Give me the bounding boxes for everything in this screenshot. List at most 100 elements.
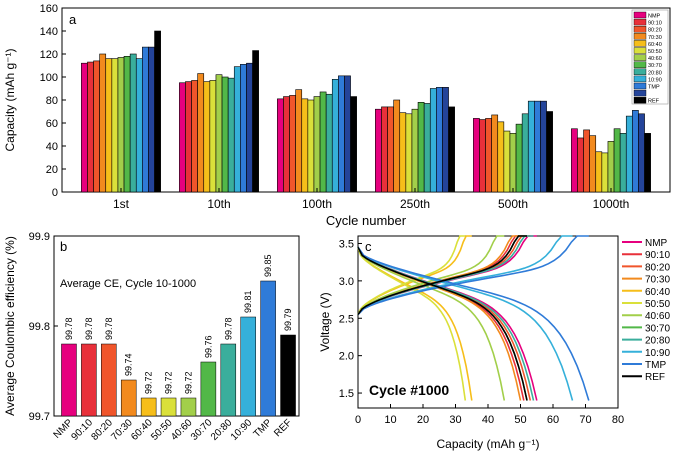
panel-b-xtick-label: 90:10 (70, 417, 96, 443)
panel-a-ytick-label: 0 (52, 187, 58, 199)
panel-b-bar (260, 280, 276, 417)
panel-b-bar (180, 397, 197, 417)
panel-b-xtick-label: 80:20 (89, 417, 115, 443)
panel-c-legend-label: 20:80 (645, 336, 670, 347)
panel-c-ytick-label: 2.0 (339, 351, 354, 363)
panel-a-legend-label: 90:10 (648, 21, 662, 27)
panel-c-legend-label: 40:60 (645, 311, 670, 322)
panel-c-xtick-label: 60 (547, 414, 559, 426)
panel-a-bar (601, 152, 609, 193)
panel-a-legend-swatch (633, 11, 647, 19)
panel-c-xtick-label: 30 (449, 414, 461, 426)
panel-b-data-label: 99.72 (183, 371, 193, 394)
panel-a-legend: NMP90:1080:2070:3060:4050:5040:6030:7020… (631, 9, 669, 105)
panel-a-legend-swatch (633, 89, 647, 97)
panel-a-legend-swatch (633, 68, 647, 76)
panel-b-bar (240, 316, 256, 417)
panel-a-bar (515, 123, 523, 193)
panel-a-legend-label: 60:40 (648, 42, 662, 48)
panel-a-xtick-label: 10th (207, 197, 230, 211)
panel-a-bar (497, 121, 505, 193)
panel-a-bar (546, 111, 553, 193)
panel-a-bar (375, 108, 382, 193)
panel-b-bar (120, 379, 137, 417)
panel-c-legend-label: 50:50 (645, 299, 670, 310)
panel-a-bar (301, 98, 309, 193)
panel-a-legend-swatch (633, 33, 647, 40)
panel-a-xtick-label: 1000th (593, 197, 630, 211)
panel-b-xtick-label: 20:80 (209, 417, 235, 443)
panel-a-bar (105, 58, 113, 193)
panel-b-ylabel: Average Coulombic efficiency (%) (3, 236, 17, 416)
panel-a-bar (129, 53, 137, 193)
panel-a-legend-swatch (633, 47, 647, 54)
panel-b-data-label: 99.78 (223, 317, 233, 340)
panel-a-bar (227, 77, 235, 193)
panel-a-ytick-label: 60 (46, 118, 58, 130)
panel-b-data-label: 99.76 (203, 335, 213, 358)
panel-a-bar (607, 141, 615, 193)
panel-a-ytick-label: 80 (46, 95, 58, 107)
panel-b-bar (220, 343, 237, 417)
panel-c-xtick-label: 10 (384, 414, 396, 426)
panel-b-ytick-label: 99.7 (29, 411, 50, 423)
panel-b-data-label: 99.78 (104, 317, 114, 340)
panel-a-bar (521, 113, 529, 193)
panel-a-bar (393, 99, 401, 193)
panel-a-legend-swatch (633, 82, 647, 90)
panel-a-bar (442, 87, 449, 193)
panel-a-bar (534, 100, 541, 193)
panel-b-xtick-label: 40:60 (169, 417, 195, 443)
panel-a-bar (81, 62, 88, 193)
panel-a-bar (93, 60, 100, 193)
panel-c-discharge-curve (357, 246, 528, 401)
panel-c-ytick-label: 3.0 (339, 276, 354, 288)
panel-a-ytick-label: 40 (46, 141, 58, 153)
panel-a-bar (571, 128, 578, 193)
panel-a-bar (283, 96, 290, 193)
panel-a-bar (154, 30, 161, 193)
panel-a-bar (381, 106, 388, 193)
panel-b-xtick-label: 10:90 (229, 417, 255, 443)
panel-a-bar (644, 133, 651, 193)
panel-c-ylabel: Voltage (V) (318, 292, 332, 351)
panel-b-xtick-label: 70:30 (109, 417, 135, 443)
panel-c-legend-label: 90:10 (645, 250, 670, 261)
panel-a-ytick-label: 140 (40, 26, 58, 38)
panel-a-bar (429, 88, 437, 193)
panel-a-bar (135, 58, 143, 193)
panel-c-xtick-label: 0 (355, 414, 361, 426)
panel-a-legend-label: REF (648, 99, 660, 105)
panel-b-data-label: 99.74 (124, 353, 134, 376)
panel-c-charge-curve (357, 235, 524, 315)
panel-a-legend-label: TMP (648, 85, 660, 91)
panel-b-data-label: 99.85 (263, 254, 273, 277)
panel-a-bar (613, 128, 621, 193)
panel-a-legend-label: 30:70 (648, 63, 662, 69)
panel-c-discharge-curve (357, 246, 590, 401)
panel-a-bar (638, 113, 645, 193)
panel-a-bar (436, 87, 443, 193)
panel-a-bar (485, 118, 492, 193)
panel-a-legend-label: NMP (648, 14, 661, 20)
panel-a-legend-label: 20:80 (648, 70, 662, 76)
panel-b-data-label: 99.78 (64, 317, 74, 340)
panel-a-legend-swatch (633, 26, 647, 33)
panel-a-bar (111, 58, 119, 193)
panel-c: c 0 10 20 30 40 50 60 70 80 1.5 2.0 2.5 3.0 3.5 Cycl… (318, 235, 670, 451)
panel-b-data-label: 99.81 (243, 290, 253, 313)
panel-c-xtick-label: 80 (612, 414, 624, 426)
panel-c-xtick-label: 40 (482, 414, 494, 426)
panel-a-bar (625, 115, 633, 193)
panel-a-legend-swatch (633, 54, 647, 61)
panel-c-legend-label: 80:20 (645, 262, 670, 273)
panel-a-bar (252, 50, 259, 193)
panel-a-bar (319, 91, 327, 193)
panel-a-bar (123, 55, 131, 193)
panel-b-data-label: 99.78 (84, 317, 94, 340)
panel-a-bar (240, 64, 247, 193)
panel-a-legend-label: 70:30 (648, 35, 662, 41)
panel-c-legend-label: TMP (645, 360, 666, 371)
panel-a-bar (221, 76, 229, 193)
